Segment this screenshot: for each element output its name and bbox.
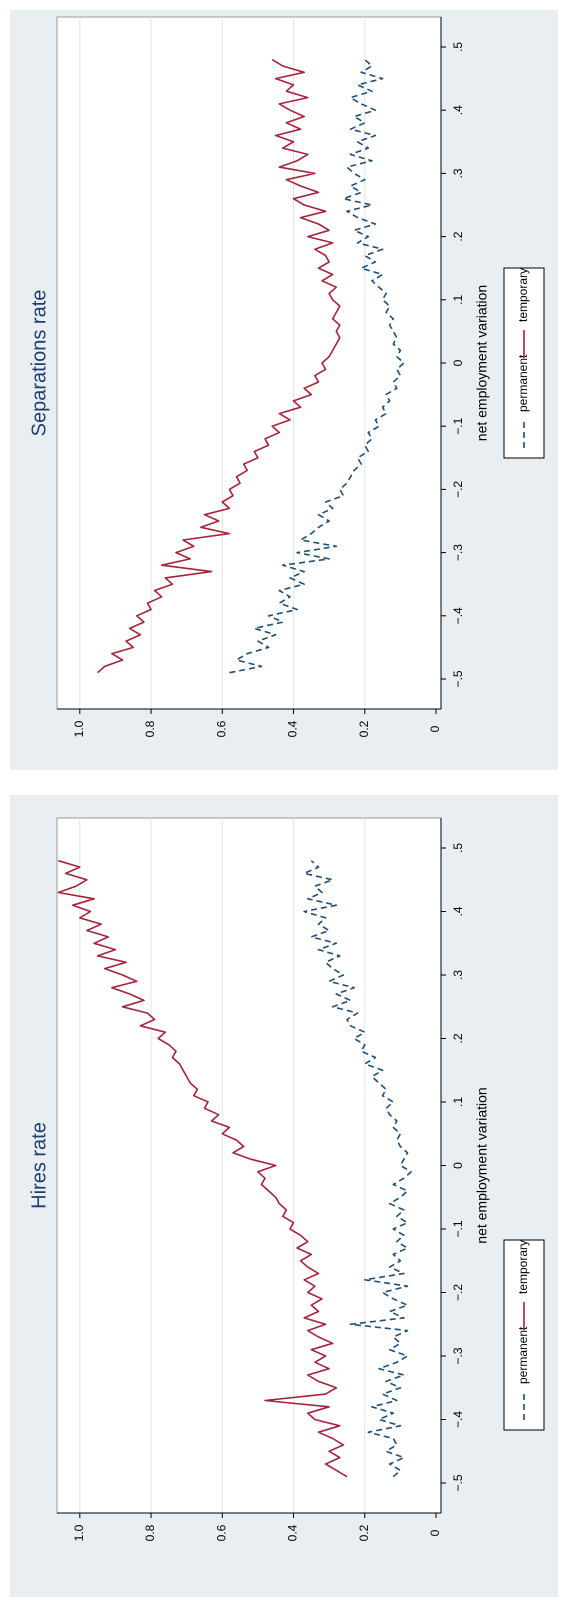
hires-x-tick-label: .2 [451, 1033, 465, 1043]
hires-x-tick-label: 0 [451, 1162, 465, 1169]
separations-x-tick-label: .5 [451, 42, 465, 52]
separations-series-permanent [229, 59, 405, 674]
separations-y-tick-label: 0.2 [357, 720, 371, 737]
hires-series-temporary [57, 859, 348, 1478]
separations-y-tick-label: 0.8 [143, 720, 157, 737]
separations-x-tick-label: −.3 [451, 544, 465, 561]
separations-x-tick-label: −.1 [451, 417, 465, 434]
hires-legend-label-permanent: permanent [516, 1326, 530, 1384]
hires-chart: −.5 −.4 −.3 −.2 −.1 0 .1 .2 .3 .4 .5 net employment… [10, 795, 558, 1597]
separations-x-tick-label: −.2 [451, 481, 465, 498]
separations-x-tick-label: .3 [451, 168, 465, 178]
hires-x-tick-label: .3 [451, 970, 465, 980]
separations-x-axis-title: net employment variation [474, 285, 490, 441]
hires-x-tick-label: −.2 [451, 1284, 465, 1301]
hires-legend-label-temporary: temporary [516, 1240, 530, 1294]
separations-y-tick-label: 0.6 [214, 720, 228, 737]
hires-x-tick-label: −.1 [451, 1220, 465, 1237]
separations-legend-label-temporary: temporary [516, 268, 530, 322]
hires-x-tick-label: −.4 [451, 1411, 465, 1428]
hires-y-tick-label: 0 [428, 1529, 442, 1536]
hires-y-tick-label: 1.0 [72, 1524, 86, 1541]
hires-y-tick-label: 0.2 [357, 1524, 371, 1541]
separations-legend-label-permanent: permanent [516, 354, 530, 412]
hires-x-axis-title: net employment variation [474, 1087, 490, 1243]
separations-x-tick-label: .4 [451, 105, 465, 115]
separations-x-tick-label: −.5 [451, 670, 465, 687]
separations-x-tick-label: 0 [451, 359, 465, 366]
hires-plot-area [56, 817, 442, 1514]
hires-legend: permanent temporary [503, 1239, 545, 1431]
hires-x-tick-label: .4 [451, 906, 465, 916]
separations-title: Separations rate [28, 290, 50, 437]
separations-series-temporary [97, 58, 341, 674]
hires-series-permanent [303, 860, 412, 1478]
hires-title: Hires rate [28, 1122, 50, 1209]
separations-x-tick-label: .2 [451, 231, 465, 241]
separations-x-tick-label: −.4 [451, 607, 465, 624]
hires-y-tick-label: 0.6 [214, 1524, 228, 1541]
hires-y-tick-label: 0.4 [286, 1524, 300, 1541]
separations-y-tick-label: 0 [428, 725, 442, 732]
hires-x-tick-label: .5 [451, 843, 465, 853]
hires-x-tick-label: −.3 [451, 1347, 465, 1364]
separations-y-tick-label: 1.0 [72, 720, 86, 737]
separations-legend: permanent temporary [503, 267, 545, 459]
separations-y-tick-label: 0.4 [286, 720, 300, 737]
hires-x-tick-label: .1 [451, 1097, 465, 1107]
separations-plot-area [56, 16, 442, 710]
separations-chart: −.5 −.4 −.3 −.2 −.1 0 .1 .2 .3 .4 .5 net employment… [10, 10, 558, 770]
separations-x-tick-label: .1 [451, 294, 465, 304]
hires-y-tick-label: 0.8 [143, 1524, 157, 1541]
separations-legend-box [503, 267, 545, 459]
hires-x-tick-label: −.5 [451, 1474, 465, 1491]
